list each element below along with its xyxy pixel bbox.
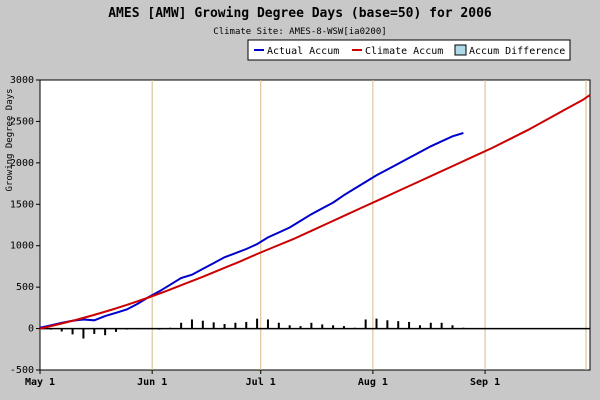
difference-bar — [364, 319, 367, 329]
legend-label-climate: Climate Accum — [365, 46, 443, 57]
difference-bar — [429, 322, 432, 329]
difference-bar — [342, 326, 345, 329]
y-tick-label: 2000 — [10, 158, 34, 169]
difference-bar — [223, 324, 226, 329]
chart-title: AMES [AMW] Growing Degree Days (base=50)… — [108, 6, 492, 21]
series-lines — [39, 94, 591, 330]
difference-bar — [93, 328, 96, 334]
y-axis-ticks: -500 0 500 1000 1500 2000 2500 3000 — [10, 75, 40, 376]
y-tick-label: 2500 — [10, 116, 34, 127]
difference-bar — [104, 328, 107, 336]
legend-label-actual: Actual Accum — [267, 46, 339, 57]
difference-bar — [180, 322, 183, 329]
legend-swatch-difference — [454, 44, 467, 56]
difference-bar — [451, 325, 454, 329]
difference-bar — [332, 325, 335, 329]
difference-bar — [245, 321, 248, 329]
difference-bar — [71, 328, 74, 335]
difference-bar — [114, 328, 117, 332]
grid — [151, 80, 587, 370]
difference-bar — [440, 322, 443, 329]
difference-bar — [310, 322, 313, 329]
difference-bar — [288, 325, 291, 329]
difference-bar — [82, 328, 85, 339]
x-tick-label: Jun 1 — [137, 377, 167, 388]
x-tick-label: Sep 1 — [470, 377, 500, 388]
difference-bar — [266, 319, 269, 329]
x-tick-label: Aug 1 — [358, 377, 388, 388]
actual-accum-line — [39, 132, 464, 329]
difference-bar — [201, 320, 204, 329]
y-tick-label: 3000 — [10, 75, 34, 86]
plot-area — [39, 79, 591, 371]
y-axis-label: Growing Degree Days — [5, 89, 15, 192]
y-tick-label: 1000 — [10, 241, 34, 252]
chart-subtitle: Climate Site: AMES-8-WSW[ia0200] — [213, 27, 386, 37]
x-axis-ticks: May 1 Jun 1 Jul 1 Aug 1 Sep 1 — [25, 370, 500, 388]
difference-bar — [408, 321, 411, 329]
difference-bar — [256, 318, 259, 329]
difference-bar — [386, 320, 389, 329]
difference-bar — [234, 322, 237, 329]
difference-bar — [321, 324, 324, 329]
y-tick-label: -500 — [10, 365, 34, 376]
difference-bar — [397, 321, 400, 329]
difference-bar — [60, 328, 63, 332]
difference-bar — [212, 322, 215, 329]
x-tick-label: May 1 — [25, 377, 55, 388]
x-tick-label: Jul 1 — [246, 377, 276, 388]
legend-box — [247, 39, 571, 61]
y-tick-label: 1500 — [10, 199, 34, 210]
difference-bar — [299, 326, 302, 329]
difference-bar — [277, 322, 280, 329]
legend: Actual Accum Climate Accum Accum Differe… — [247, 39, 571, 61]
difference-bar — [418, 325, 421, 329]
difference-bar — [190, 319, 193, 329]
y-tick-label: 0 — [28, 324, 34, 335]
y-tick-label: 500 — [16, 282, 34, 293]
difference-bar — [375, 318, 378, 329]
legend-label-difference: Accum Difference — [469, 46, 565, 57]
climate-accum-line — [39, 94, 591, 330]
